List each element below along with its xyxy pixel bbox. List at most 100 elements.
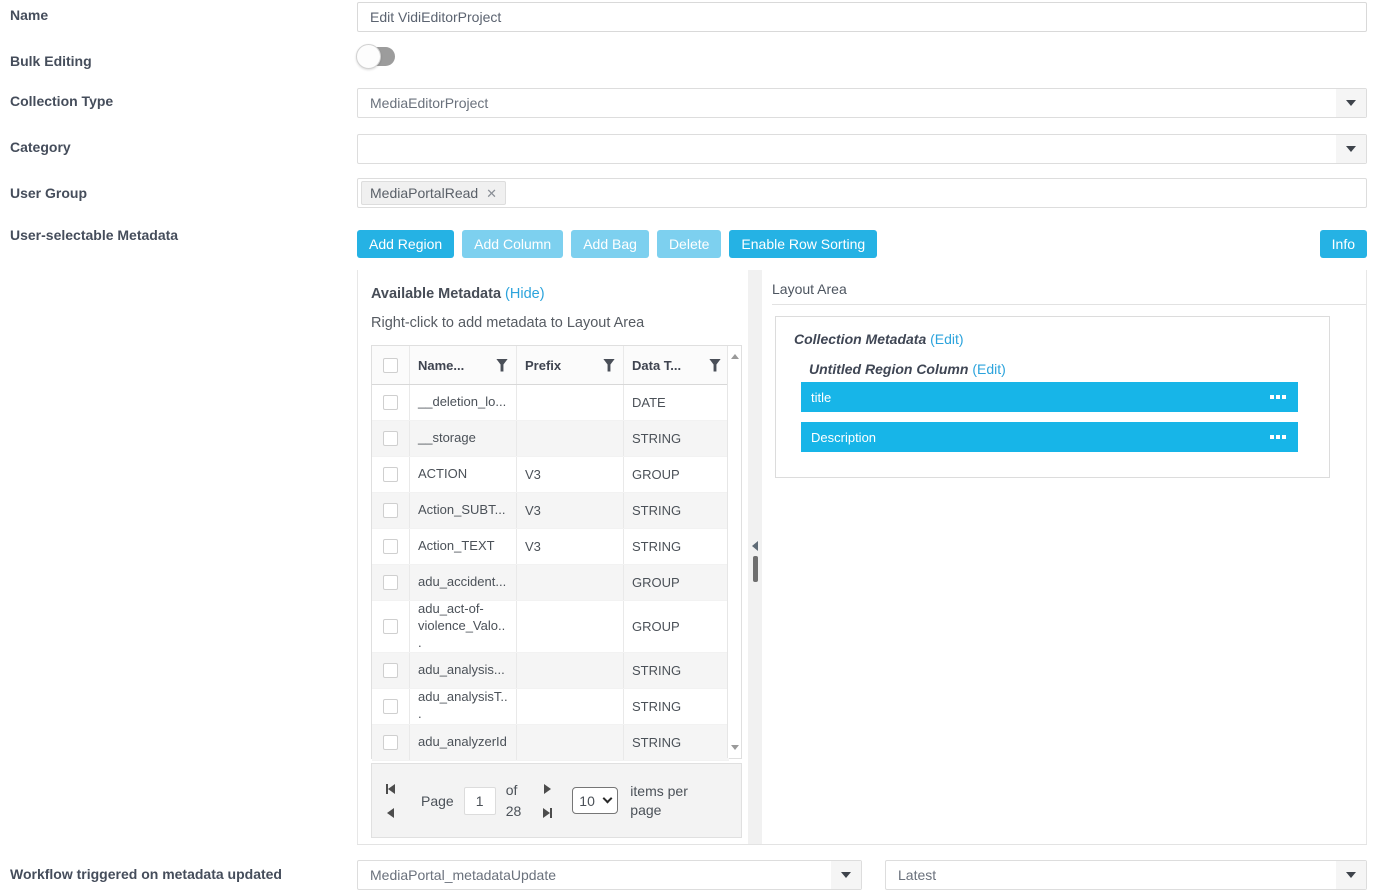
row-checkbox[interactable] xyxy=(383,734,398,750)
row-checkbox[interactable] xyxy=(383,431,398,446)
metadata-item-label: Description xyxy=(811,429,877,445)
add-bag-button[interactable]: Add Bag xyxy=(571,230,649,258)
table-row[interactable]: adu_analyzerId STRING xyxy=(372,724,729,761)
workflow-version-dropdown-button[interactable] xyxy=(1336,861,1366,889)
row-checkbox[interactable] xyxy=(383,575,398,590)
workflow-version-dropdown[interactable]: Latest xyxy=(885,860,1367,890)
page-number-input[interactable] xyxy=(463,786,496,815)
item-menu-icon[interactable] xyxy=(1270,395,1286,399)
filter-icon[interactable] xyxy=(603,358,615,372)
name-label: Name xyxy=(10,7,49,23)
collection-metadata-box: Collection Metadata (Edit) Untitled Regi… xyxy=(775,316,1330,478)
table-row[interactable]: ACTION V3 GROUP xyxy=(372,457,729,493)
region-column-heading: Untitled Region Column (Edit) xyxy=(809,361,1006,377)
add-column-button[interactable]: Add Column xyxy=(462,230,564,258)
add-region-button[interactable]: Add Region xyxy=(357,230,455,258)
grid-pager: Page of 28 10 items per page xyxy=(371,763,742,838)
metadata-toolbar: Add Region Add Column Add Bag Delete Ena… xyxy=(357,230,1367,258)
table-row[interactable]: adu_analysis... STRING xyxy=(372,652,729,689)
delete-button[interactable]: Delete xyxy=(656,230,722,258)
chevron-down-icon xyxy=(602,793,613,804)
workflow-version-value: Latest xyxy=(898,867,937,883)
grid-body: __deletion_lo... DATE __storage STRING A… xyxy=(372,385,741,761)
workflow-label: Workflow triggered on metadata updated xyxy=(10,866,282,882)
table-row[interactable]: Action_TEXT V3 STRING xyxy=(372,529,729,565)
page-size-select[interactable]: 10 xyxy=(572,787,619,814)
table-row[interactable]: __storage STRING xyxy=(372,421,729,457)
row-checkbox[interactable] xyxy=(383,698,398,714)
remove-tag-icon[interactable]: ✕ xyxy=(486,185,498,201)
workflow-dropdown-button[interactable] xyxy=(831,861,861,889)
table-row[interactable]: adu_analysisT... STRING xyxy=(372,688,729,725)
scroll-up-icon[interactable] xyxy=(731,354,739,359)
table-row[interactable]: __deletion_lo... DATE xyxy=(372,385,729,421)
chevron-down-icon xyxy=(1346,872,1356,878)
chevron-down-icon xyxy=(1346,100,1356,106)
column-header-datatype[interactable]: Data T... xyxy=(632,357,682,373)
table-row[interactable]: adu_accident... GROUP xyxy=(372,565,729,601)
collection-type-dropdown-button[interactable] xyxy=(1336,89,1366,117)
next-page-button[interactable] xyxy=(544,783,552,794)
panel-splitter[interactable] xyxy=(748,270,762,844)
metadata-item-title[interactable]: title xyxy=(801,382,1298,412)
workflow-dropdown[interactable]: MediaPortal_metadataUpdate xyxy=(357,860,862,890)
collection-metadata-heading: Collection Metadata (Edit) xyxy=(794,331,964,347)
user-group-tag: MediaPortalRead ✕ xyxy=(361,181,507,205)
layout-area-panel: Layout Area Collection Metadata (Edit) U… xyxy=(762,270,1367,844)
bulk-editing-toggle[interactable] xyxy=(356,44,395,69)
name-input[interactable]: Edit VidiEditorProject xyxy=(357,2,1367,32)
page-label: Page xyxy=(421,792,454,809)
previous-page-button[interactable] xyxy=(387,807,394,818)
select-all-checkbox[interactable] xyxy=(383,357,398,373)
row-checkbox[interactable] xyxy=(383,662,398,678)
metadata-item-label: title xyxy=(811,389,832,405)
available-metadata-panel: Available Metadata (Hide) Right-click to… xyxy=(357,270,748,844)
first-page-button[interactable] xyxy=(386,783,395,794)
column-header-prefix[interactable]: Prefix xyxy=(525,357,562,373)
edit-region-column-link[interactable]: (Edit) xyxy=(972,361,1006,377)
edit-collection-metadata-link[interactable]: (Edit) xyxy=(930,331,964,347)
total-pages: 28 xyxy=(505,802,522,819)
user-selectable-metadata-label: User-selectable Metadata xyxy=(10,227,179,243)
grid-scrollbar[interactable] xyxy=(727,346,741,758)
info-button[interactable]: Info xyxy=(1319,230,1367,258)
category-dropdown-button[interactable] xyxy=(1336,135,1366,163)
enable-row-sorting-button[interactable]: Enable Row Sorting xyxy=(729,230,878,258)
collapse-left-icon[interactable] xyxy=(752,541,758,551)
collection-metadata-label: Collection Metadata xyxy=(794,331,927,347)
row-checkbox[interactable] xyxy=(383,539,398,554)
collection-type-dropdown[interactable]: MediaEditorProject xyxy=(357,88,1367,118)
available-metadata-hint: Right-click to add metadata to Layout Ar… xyxy=(371,315,645,331)
category-dropdown[interactable] xyxy=(357,134,1367,164)
user-group-label: User Group xyxy=(10,185,88,201)
available-metadata-title: Available Metadata (Hide) xyxy=(371,286,545,302)
metadata-item-description[interactable]: Description xyxy=(801,422,1298,452)
filter-icon[interactable] xyxy=(496,358,508,372)
row-checkbox[interactable] xyxy=(383,618,398,634)
page-size-value: 10 xyxy=(579,792,595,809)
row-checkbox[interactable] xyxy=(383,395,398,410)
user-group-input[interactable]: MediaPortalRead ✕ xyxy=(357,178,1367,208)
table-row[interactable]: adu_act-of-violence_Valo... GROUP xyxy=(372,601,729,653)
last-page-button[interactable] xyxy=(543,807,553,818)
collection-type-value: MediaEditorProject xyxy=(370,95,489,111)
scroll-down-icon[interactable] xyxy=(731,745,739,750)
user-group-tag-label: MediaPortalRead xyxy=(370,185,479,201)
chevron-down-icon xyxy=(841,872,851,878)
category-value xyxy=(358,135,1336,163)
hide-link[interactable]: (Hide) xyxy=(505,286,545,302)
row-checkbox[interactable] xyxy=(383,503,398,518)
category-label: Category xyxy=(10,139,71,155)
layout-area-divider xyxy=(772,304,1366,305)
row-checkbox[interactable] xyxy=(383,467,398,482)
table-row[interactable]: Action_SUBT... V3 STRING xyxy=(372,493,729,529)
item-menu-icon[interactable] xyxy=(1270,435,1286,439)
filter-icon[interactable] xyxy=(709,358,721,372)
chevron-down-icon xyxy=(1346,146,1356,152)
of-label: of xyxy=(505,782,518,799)
splitter-handle[interactable] xyxy=(753,556,758,582)
region-column-label: Untitled Region Column xyxy=(809,361,969,377)
bulk-editing-label: Bulk Editing xyxy=(10,53,92,69)
column-header-name[interactable]: Name... xyxy=(418,357,465,373)
toggle-knob-icon xyxy=(356,44,381,69)
